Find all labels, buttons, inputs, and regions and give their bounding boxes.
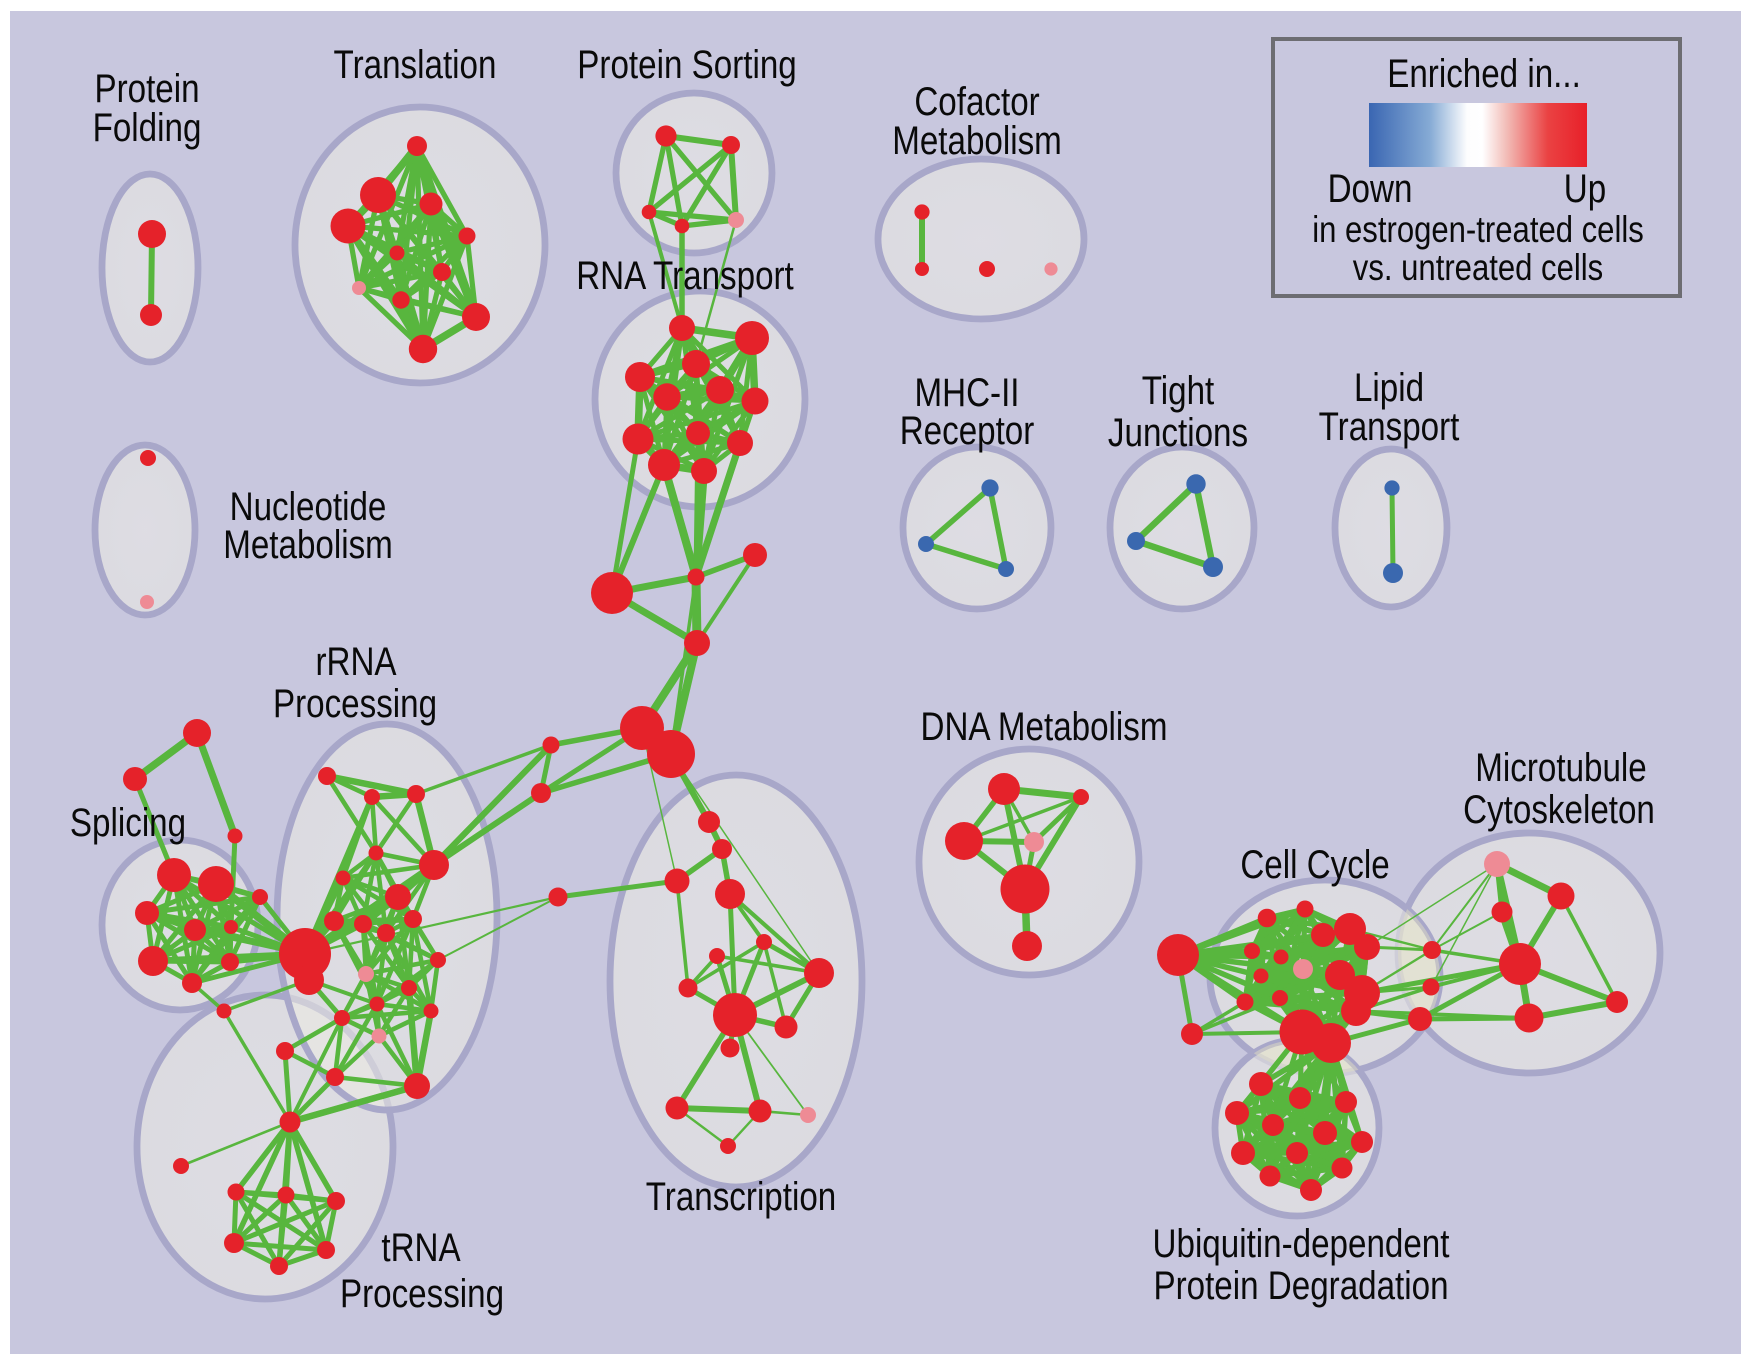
svg-text:Processing: Processing [273, 681, 437, 725]
svg-text:rRNA: rRNA [315, 639, 397, 683]
svg-text:Protein Degradation: Protein Degradation [1153, 1263, 1448, 1307]
svg-text:Transcription: Transcription [646, 1174, 837, 1218]
svg-text:Translation: Translation [334, 42, 497, 86]
svg-text:Protein Sorting: Protein Sorting [577, 42, 796, 86]
svg-text:Cytoskeleton: Cytoskeleton [1463, 787, 1655, 831]
svg-text:Splicing: Splicing [70, 800, 186, 844]
svg-text:tRNA: tRNA [381, 1225, 461, 1269]
svg-text:DNA Metabolism: DNA Metabolism [920, 704, 1167, 748]
svg-text:Processing: Processing [340, 1271, 504, 1315]
svg-text:vs. untreated cells: vs. untreated cells [1353, 248, 1603, 289]
svg-text:Microtubule: Microtubule [1475, 745, 1646, 789]
svg-text:RNA Transport: RNA Transport [576, 253, 794, 297]
svg-text:Folding: Folding [93, 105, 202, 149]
svg-text:Protein: Protein [94, 66, 199, 110]
svg-text:Transport: Transport [1319, 404, 1460, 448]
svg-text:Receptor: Receptor [900, 408, 1035, 452]
svg-text:Ubiquitin-dependent: Ubiquitin-dependent [1153, 1221, 1450, 1265]
svg-text:Lipid: Lipid [1354, 365, 1424, 409]
svg-text:Nucleotide: Nucleotide [230, 484, 387, 528]
svg-text:Tight: Tight [1142, 368, 1215, 412]
svg-text:Metabolism: Metabolism [892, 118, 1062, 162]
svg-text:Metabolism: Metabolism [223, 522, 393, 566]
svg-text:Down: Down [1328, 166, 1413, 210]
svg-text:in estrogen-treated cells: in estrogen-treated cells [1312, 210, 1644, 251]
svg-text:Junctions: Junctions [1108, 410, 1248, 454]
svg-text:Up: Up [1564, 166, 1606, 210]
svg-text:MHC-II: MHC-II [914, 370, 1019, 414]
svg-text:Cell Cycle: Cell Cycle [1240, 842, 1389, 886]
svg-text:Enriched in...: Enriched in... [1387, 51, 1581, 95]
svg-text:Cofactor: Cofactor [914, 79, 1039, 123]
